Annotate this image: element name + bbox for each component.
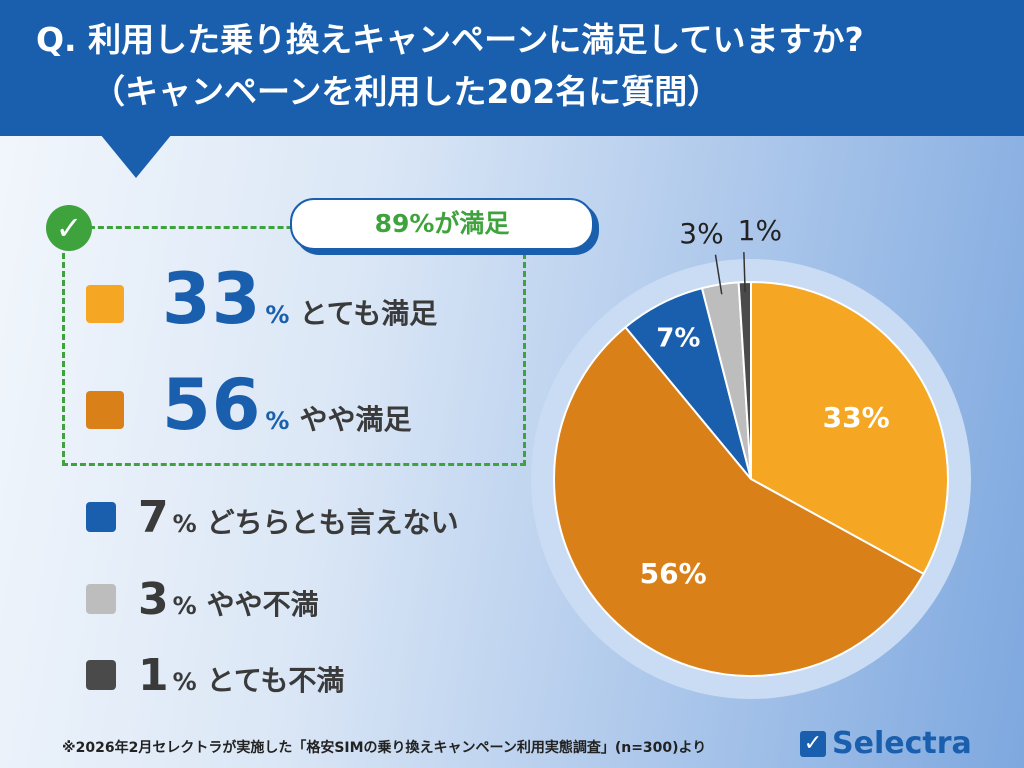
legend-swatch <box>86 584 116 614</box>
legend-item-somewhat-dissatisfied: 3 % やや不満 <box>86 574 319 625</box>
question-line-2: （キャンペーンを利用した202名に質問） <box>92 72 721 111</box>
legend-label: やや満足 <box>299 403 412 436</box>
legend-label: とても不満 <box>206 664 345 697</box>
logo-check-icon: ✓ <box>800 730 826 757</box>
legend-item-somewhat-satisfied: 56 % やや満足 <box>86 364 411 446</box>
question-header: Q. 利用した乗り換えキャンペーンに満足していますか? （キャンペーンを利用した… <box>0 0 1024 136</box>
legend-swatch <box>86 391 124 429</box>
legend-value: 56 <box>162 364 262 446</box>
logo-text: Selectra <box>832 726 972 761</box>
legend-label: どちらとも言えない <box>206 506 459 539</box>
legend-value: 7 <box>138 492 169 543</box>
legend-value: 33 <box>162 258 262 340</box>
legend-item-very-satisfied: 33 % とても満足 <box>86 258 437 340</box>
leader-line <box>714 254 723 295</box>
pie-slice-0 <box>750 280 949 576</box>
legend-unit: % <box>265 301 290 329</box>
data-label-4: 1% <box>738 214 782 247</box>
legend-unit: % <box>265 407 290 435</box>
satisfied-callout: 89%が満足 <box>290 198 594 250</box>
legend-unit: % <box>172 510 197 538</box>
data-label-2: 7% <box>656 323 700 353</box>
question-line-1: Q. 利用した乗り換えキャンペーンに満足していますか? <box>36 20 864 59</box>
data-label-3: 3% <box>679 217 723 250</box>
legend-swatch <box>86 660 116 690</box>
legend-label: とても満足 <box>299 297 438 330</box>
data-label-0: 33% <box>823 401 890 434</box>
legend-item-very-dissatisfied: 1 % とても不満 <box>86 650 344 701</box>
pie-slice-1 <box>552 325 925 677</box>
legend-item-neutral: 7 % どちらとも言えない <box>86 492 459 543</box>
legend-value: 1 <box>138 650 169 701</box>
check-icon: ✓ <box>46 205 92 251</box>
legend-swatch <box>86 285 124 323</box>
selectra-logo: ✓ Selectra <box>800 726 972 761</box>
footnote: ※2026年2月セレクトラが実施した「格安SIMの乗り換えキャンペーン利用実態調… <box>62 740 707 756</box>
legend-swatch <box>86 502 116 532</box>
legend-value: 3 <box>138 574 169 625</box>
leader-line <box>743 252 746 293</box>
legend-label: やや不満 <box>206 588 319 621</box>
legend-unit: % <box>172 668 197 696</box>
data-label-1: 56% <box>640 557 707 590</box>
header-pointer <box>100 134 172 178</box>
legend-unit: % <box>172 592 197 620</box>
